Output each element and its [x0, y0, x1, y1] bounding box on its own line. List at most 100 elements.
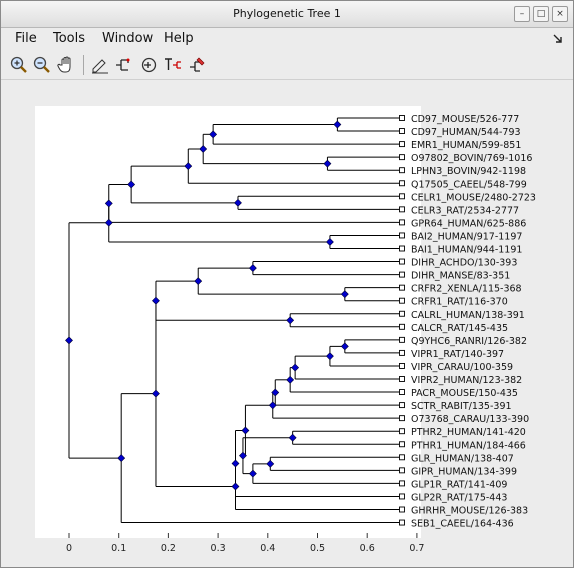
tree-node[interactable]: [340, 290, 349, 299]
leaf-label[interactable]: GPR64_HUMAN/625-886: [411, 218, 526, 229]
leaf-label[interactable]: O97802_BOVIN/769-1016: [411, 153, 532, 164]
menu-file[interactable]: File: [15, 31, 37, 46]
leaf-marker[interactable]: [399, 480, 405, 487]
leaf-label[interactable]: PACR_MOUSE/150-435: [411, 388, 518, 399]
edit-branch-icon[interactable]: [90, 55, 110, 75]
tree-layout-icon[interactable]: [114, 55, 134, 75]
tree-canvas[interactable]: [35, 106, 421, 538]
leaf-marker[interactable]: [399, 245, 405, 252]
leaf-label[interactable]: CALRL_HUMAN/138-391: [411, 310, 525, 321]
tree-node[interactable]: [152, 389, 160, 398]
leaf-label[interactable]: CALCR_RAT/145-435: [411, 323, 508, 334]
leaf-marker[interactable]: [399, 402, 405, 409]
zoom-out-icon[interactable]: [32, 55, 52, 75]
phylogenetic-tree[interactable]: CD97_MOUSE/526-777 CD97_HUMAN/544-793 EMR1…: [1, 80, 573, 567]
leaf-marker[interactable]: [399, 219, 405, 226]
tree-node[interactable]: [333, 120, 342, 129]
leaf-marker[interactable]: [399, 506, 405, 513]
leaf-marker[interactable]: [399, 336, 405, 343]
leaf-label[interactable]: PTHR1_HUMAN/184-466: [411, 440, 526, 451]
leaf-label[interactable]: GLP2R_RAT/175-443: [411, 492, 507, 503]
leaf-label[interactable]: GLP1R_RAT/141-409: [411, 479, 507, 490]
leaf-label[interactable]: BAI1_HUMAN/944-1191: [411, 245, 522, 256]
leaf-marker[interactable]: [399, 232, 405, 239]
menu-tools[interactable]: Tools: [53, 31, 86, 46]
leaf-marker[interactable]: [399, 363, 405, 369]
leaf-marker[interactable]: [399, 154, 405, 161]
tree-node[interactable]: [184, 162, 193, 171]
tree-node[interactable]: [65, 336, 73, 345]
leaf-marker[interactable]: [399, 258, 405, 265]
leaf-marker[interactable]: [399, 493, 405, 500]
leaf-marker[interactable]: [399, 454, 405, 461]
tree-node[interactable]: [286, 375, 295, 384]
leaf-marker[interactable]: [399, 271, 405, 278]
leaf-label[interactable]: CELR3_RAT/2534-2777: [411, 205, 519, 216]
leaf-label[interactable]: GHRHR_MOUSE/126-383: [411, 506, 528, 517]
leaf-label[interactable]: DIHR_ACHDO/130-393: [411, 258, 517, 269]
menu-window[interactable]: Window: [102, 31, 154, 46]
leaf-marker[interactable]: [399, 428, 405, 435]
tree-node[interactable]: [268, 401, 277, 410]
tree-node[interactable]: [209, 130, 218, 139]
leaf-label[interactable]: CD97_MOUSE/526-777: [411, 114, 519, 125]
leaf-label[interactable]: CD97_HUMAN/544-793: [411, 127, 521, 138]
leaf-label[interactable]: LPHN3_BOVIN/942-1198: [411, 166, 526, 177]
leaf-label[interactable]: CRFR1_RAT/116-370: [411, 297, 508, 308]
leaf-marker[interactable]: [399, 415, 405, 422]
tree-node[interactable]: [199, 145, 208, 153]
leaf-label[interactable]: O73768_CARAU/133-390: [411, 414, 529, 425]
tree-node[interactable]: [117, 454, 126, 462]
leaf-marker[interactable]: [399, 297, 405, 304]
tree-node[interactable]: [127, 180, 136, 189]
leaf-marker[interactable]: [399, 180, 405, 187]
leaf-marker[interactable]: [399, 167, 405, 174]
tree-node[interactable]: [248, 264, 257, 272]
tree-node[interactable]: [340, 342, 349, 351]
leaf-label[interactable]: SEB1_CAEEL/164-436: [411, 519, 514, 530]
leaf-marker[interactable]: [399, 141, 405, 148]
leaf-marker[interactable]: [399, 467, 405, 474]
leaf-marker[interactable]: [399, 389, 405, 395]
menu-help[interactable]: Help: [164, 31, 194, 46]
leaf-label[interactable]: PTHR2_HUMAN/141-420: [411, 427, 526, 438]
tree-node[interactable]: [286, 316, 295, 325]
leaf-label[interactable]: EMR1_HUMAN/599-851: [411, 140, 521, 151]
leaf-label[interactable]: CRFR2_XENLA/115-368: [411, 284, 522, 295]
pin-arrow-icon[interactable]: [553, 34, 563, 44]
minimize-icon[interactable]: –: [514, 6, 530, 22]
leaf-label[interactable]: VIPR1_RAT/140-397: [411, 349, 504, 360]
tree-node[interactable]: [248, 469, 257, 478]
leaf-label[interactable]: VIPR2_HUMAN/123-382: [411, 375, 522, 386]
tree-viewport[interactable]: CD97_MOUSE/526-777 CD97_HUMAN/544-793 EMR1…: [1, 80, 573, 567]
leaf-label[interactable]: GLR_HUMAN/138-407: [411, 453, 514, 464]
leaf-label[interactable]: CELR1_MOUSE/2480-2723: [411, 192, 536, 203]
tree-node[interactable]: [104, 218, 113, 227]
hand-pan-icon[interactable]: [57, 55, 77, 75]
leaf-label[interactable]: BAI2_HUMAN/917-1197: [411, 231, 522, 242]
tree-node[interactable]: [271, 388, 280, 397]
tree-node[interactable]: [291, 363, 300, 372]
leaf-label[interactable]: DIHR_MANSE/83-351: [411, 271, 510, 282]
maximize-icon[interactable]: □: [533, 6, 549, 22]
leaf-marker[interactable]: [399, 310, 405, 317]
zoom-in-icon[interactable]: [9, 55, 29, 75]
tree-node[interactable]: [241, 426, 250, 435]
leaf-label[interactable]: SCTR_RABIT/135-391: [411, 401, 512, 412]
leaf-marker[interactable]: [399, 441, 405, 448]
close-icon[interactable]: ×: [552, 6, 568, 22]
tree-node[interactable]: [288, 433, 297, 442]
leaf-marker[interactable]: [399, 115, 405, 121]
leaf-marker[interactable]: [399, 206, 405, 213]
leaf-marker[interactable]: [399, 284, 405, 291]
leaf-marker[interactable]: [399, 349, 405, 356]
color-branch-icon[interactable]: [187, 55, 207, 75]
tree-node[interactable]: [326, 352, 334, 361]
leaf-label[interactable]: Q9YHC6_RANRI/126-382: [411, 336, 527, 347]
tree-node[interactable]: [234, 198, 242, 207]
title-bar[interactable]: Phylogenetic Tree 1 – □ ×: [1, 1, 573, 28]
leaf-marker[interactable]: [399, 376, 405, 382]
leaf-marker[interactable]: [399, 323, 405, 330]
tree-node[interactable]: [231, 459, 240, 468]
text-label-icon[interactable]: [163, 55, 183, 75]
